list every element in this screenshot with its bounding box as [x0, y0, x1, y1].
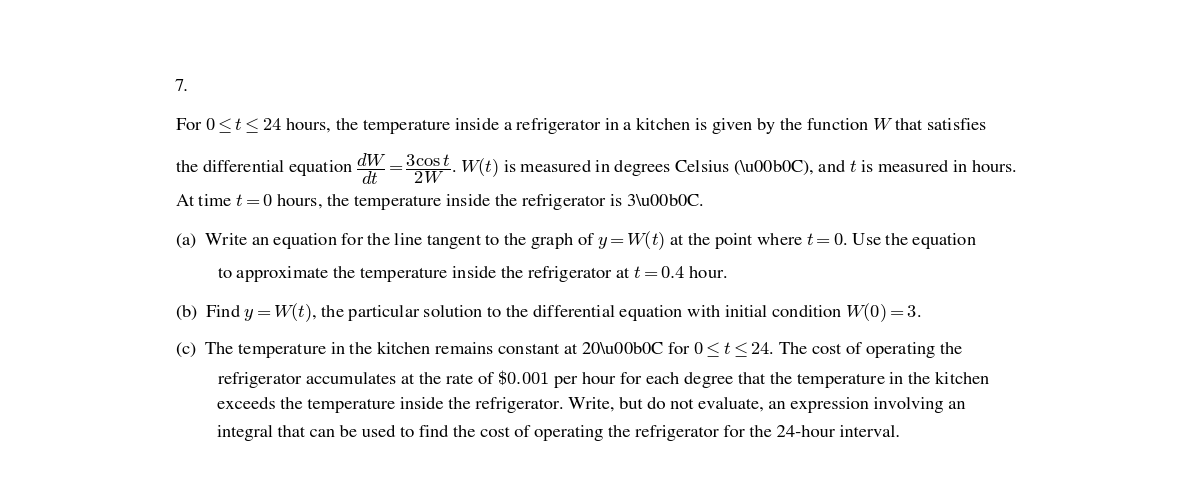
Text: to approximate the temperature inside the refrigerator at $t = 0.4$ hour.: to approximate the temperature inside th…: [217, 263, 727, 284]
Text: (c)  The temperature in the kitchen remains constant at 20\u00b0C for $0 \leq t : (c) The temperature in the kitchen remai…: [175, 339, 964, 361]
Text: integral that can be used to find the cost of operating the refrigerator for the: integral that can be used to find the co…: [217, 426, 900, 441]
Text: (b)  Find $y = W(t)$, the particular solution to the differential equation with : (b) Find $y = W(t)$, the particular solu…: [175, 301, 922, 324]
Text: At time $t = 0$ hours, the temperature inside the refrigerator is 3\u00b0C.: At time $t = 0$ hours, the temperature i…: [175, 191, 704, 212]
Text: refrigerator accumulates at the rate of $\$0.001$ per hour for each degree that : refrigerator accumulates at the rate of …: [217, 368, 990, 390]
Text: For $0 \leq t \leq 24$ hours, the temperature inside a refrigerator in a kitchen: For $0 \leq t \leq 24$ hours, the temper…: [175, 115, 988, 136]
Text: (a)  Write an equation for the line tangent to the graph of $y = W(t)$ at the po: (a) Write an equation for the line tange…: [175, 230, 977, 252]
Text: exceeds the temperature inside the refrigerator. Write, but do not evaluate, an : exceeds the temperature inside the refri…: [217, 397, 966, 413]
Text: the differential equation $\dfrac{dW}{dt} = \dfrac{3\cos t}{2W}$. $W(t)$ is meas: the differential equation $\dfrac{dW}{dt…: [175, 151, 1018, 187]
Text: 7.: 7.: [175, 79, 188, 95]
